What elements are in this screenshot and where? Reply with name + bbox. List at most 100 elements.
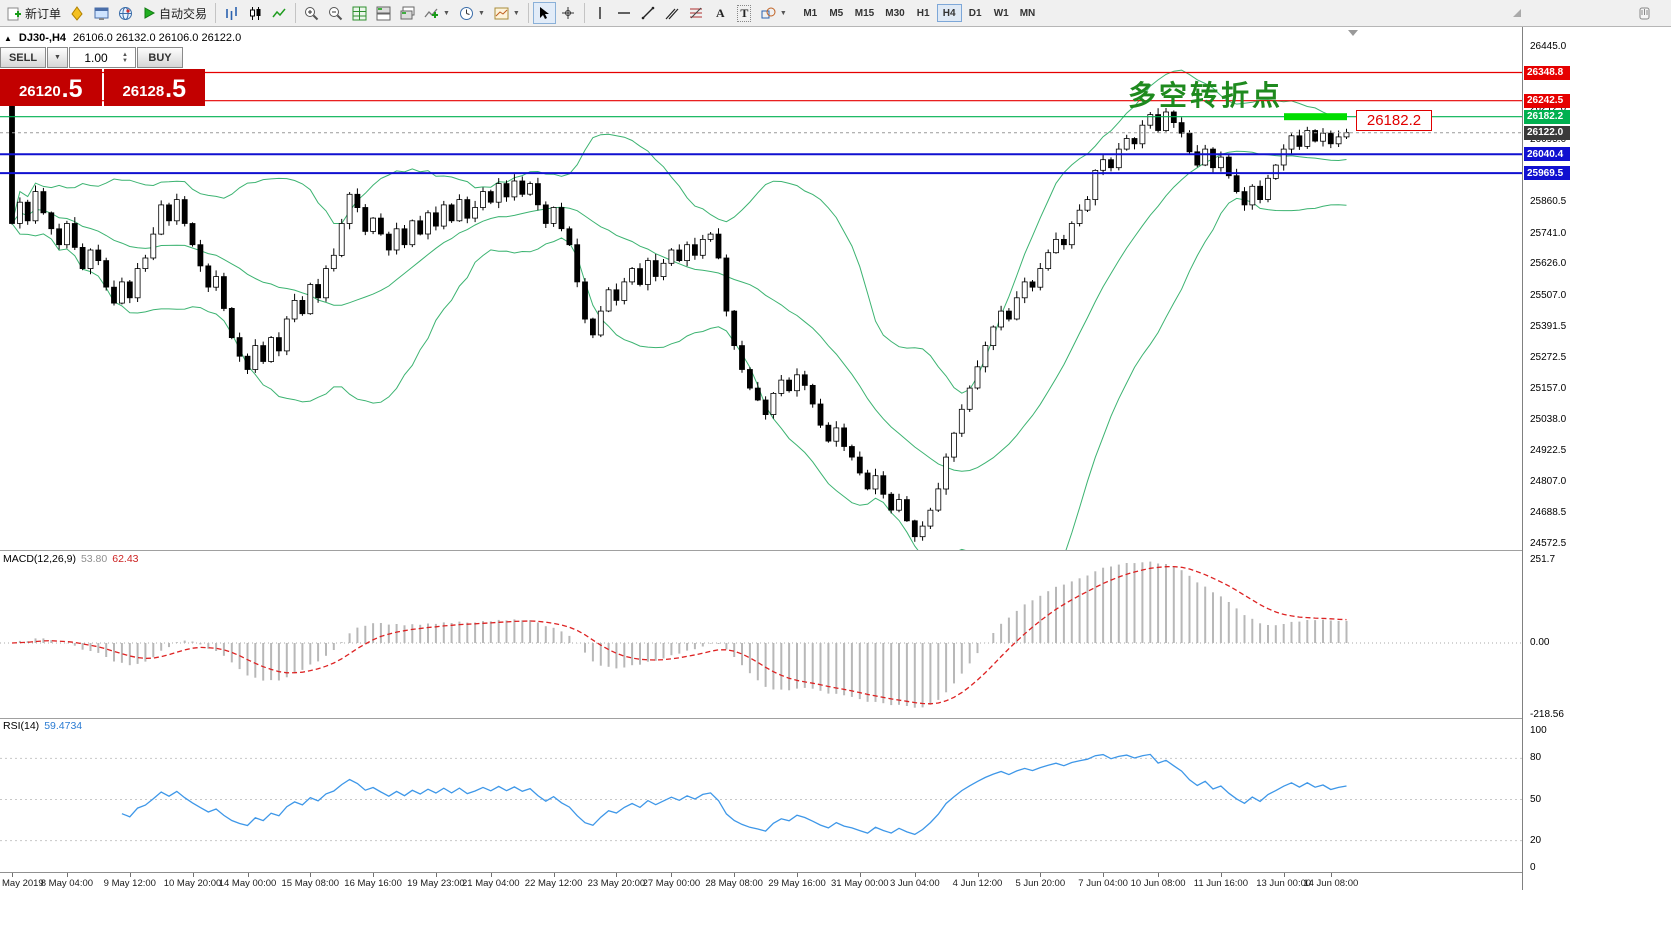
trendline-tool-button[interactable]: [637, 2, 660, 24]
cascade-windows-button[interactable]: [396, 2, 419, 24]
template-icon: [494, 7, 509, 19]
trendline-icon: [642, 6, 655, 20]
market-watch-icon: [71, 5, 83, 21]
time-axis-tick: [977, 873, 979, 877]
cascade-windows-icon: [400, 6, 415, 19]
zoom-out-button[interactable]: [324, 2, 347, 24]
time-axis-label: 9 May 12:00: [103, 878, 156, 889]
lot-stepper-down[interactable]: ▼: [122, 57, 128, 64]
price-axis[interactable]: 26445.026329.526212.026095.025977.525860…: [1522, 27, 1671, 890]
panel-separator[interactable]: [0, 718, 1671, 719]
annotation-text: 多空转折点: [1128, 79, 1284, 112]
time-axis[interactable]: May 2019 8 May 04:00 9 May 12:00 10 May 20:…: [0, 872, 1671, 892]
sell-price-panel[interactable]: 26120 .5: [0, 69, 102, 106]
new-order-label: 新订单: [25, 6, 62, 21]
tile-windows-button[interactable]: [372, 2, 395, 24]
time-axis-label: 5 Jun 20:00: [1015, 878, 1066, 889]
autotrade-button[interactable]: 自动交易: [138, 2, 211, 24]
rsi-panel-chart[interactable]: [0, 719, 1522, 872]
text-label-tool-icon: T: [737, 4, 752, 22]
timeframe-button-MN[interactable]: MN: [1015, 4, 1041, 22]
channel-icon: [665, 8, 679, 20]
horizontal-line-tool-button[interactable]: [613, 2, 636, 24]
chart-shift-marker-icon[interactable]: [1348, 30, 1358, 36]
zoom-out-icon: [329, 6, 343, 20]
time-axis-label: 14 May 00:00: [218, 878, 277, 889]
shapes-tool-button[interactable]: ▼: [757, 2, 791, 24]
candlestick-mode-button[interactable]: [244, 2, 267, 24]
new-order-button[interactable]: 新订单: [3, 2, 65, 24]
panel-separator[interactable]: [0, 550, 1671, 551]
lot-dropdown-button[interactable]: ▼: [47, 47, 68, 68]
time-axis-label: 10 May 20:00: [163, 878, 222, 889]
sell-price-frac: .5: [61, 75, 83, 103]
price-axis-tick-label: 24922.5: [1530, 445, 1567, 457]
timeframe-button-M1[interactable]: M1: [798, 4, 823, 22]
lot-input[interactable]: [70, 49, 122, 66]
buy-price-panel[interactable]: 26128 .5: [103, 69, 205, 106]
toolbar-separator: [583, 3, 585, 23]
market-watch-button[interactable]: [66, 2, 89, 24]
fibonacci-tool-button[interactable]: [685, 2, 708, 24]
timeframe-button-H4[interactable]: H4: [936, 4, 962, 22]
time-axis-tick: [859, 873, 861, 877]
periods-button[interactable]: ▼: [455, 2, 489, 24]
sell-button[interactable]: SELL: [0, 47, 46, 68]
time-axis-tick: [1040, 873, 1042, 877]
navigator-button[interactable]: [114, 2, 137, 24]
chart-shift-button[interactable]: [1506, 2, 1529, 24]
add-indicator-button[interactable]: ▼: [420, 2, 454, 24]
vertical-line-tool-button[interactable]: [589, 2, 612, 24]
symbol-info: ▲ DJ30-,H4 26106.0 26132.0 26106.0 26122…: [4, 32, 241, 44]
buy-price-frac: .5: [165, 75, 187, 103]
tile-windows-icon: [376, 6, 391, 20]
timeframe-button-M30[interactable]: M30: [880, 4, 909, 22]
chevron-down-icon: ▼: [477, 9, 485, 17]
timeframe-button-M15[interactable]: M15: [850, 4, 879, 22]
time-axis-label: 13 Jun 00:00: [1256, 878, 1312, 889]
fibonacci-icon: [690, 7, 703, 19]
line-chart-mode-button[interactable]: [268, 2, 291, 24]
price-chart[interactable]: [0, 27, 1522, 550]
channel-tool-button[interactable]: [661, 2, 684, 24]
time-axis-label: May 2019: [2, 878, 44, 889]
text-tool-button[interactable]: A: [709, 2, 732, 24]
timeframe-button-D1[interactable]: D1: [963, 4, 988, 22]
zoom-in-button[interactable]: [300, 2, 323, 24]
symbol-ohlc: 26106.0 26132.0 26106.0 26122.0: [73, 32, 242, 44]
indicator-list-button[interactable]: [348, 2, 371, 24]
bollinger-mid-band: [11, 150, 1347, 472]
time-axis-label: 7 Jun 04:00: [1078, 878, 1128, 889]
time-axis-label: 21 May 04:00: [462, 878, 520, 889]
rsi-name: RSI(14): [3, 720, 40, 732]
buy-button[interactable]: BUY: [137, 47, 183, 68]
time-axis-tick: [1283, 873, 1285, 877]
new-order-icon: [7, 7, 21, 20]
timeframe-button-H1[interactable]: H1: [911, 4, 936, 22]
data-window-button[interactable]: [90, 2, 113, 24]
crosshair-tool-button[interactable]: [557, 2, 580, 24]
cursor-tool-button[interactable]: [532, 2, 556, 24]
price-line-value-box: 26182.2: [1524, 109, 1570, 124]
zoom-in-icon: [305, 6, 319, 20]
rsi-axis-label: 80: [1530, 752, 1542, 764]
text-label-tool-button[interactable]: T: [733, 2, 756, 24]
rsi-axis-label: 100: [1530, 725, 1547, 736]
price-chart-area[interactable]: ▲ DJ30-,H4 26106.0 26132.0 26106.0 26122…: [0, 27, 1522, 550]
macd-panel-chart[interactable]: [0, 551, 1522, 719]
lot-stepper-up[interactable]: ▲: [122, 51, 128, 58]
time-axis-label: 15 May 08:00: [281, 878, 340, 889]
bar-chart-mode-button[interactable]: [220, 2, 243, 24]
horizontal-line-icon: [618, 12, 631, 14]
shapes-icon: [761, 7, 776, 18]
text-tool-icon: A: [716, 5, 725, 20]
toolbar-separator: [215, 3, 217, 23]
timeframe-button-W1[interactable]: W1: [989, 4, 1014, 22]
timeframe-button-M5[interactable]: M5: [824, 4, 849, 22]
drag-chart-button[interactable]: [1633, 2, 1656, 24]
macd-axis-label: 251.7: [1530, 553, 1556, 565]
time-axis-tick: [66, 873, 68, 877]
time-axis-tick: [435, 873, 437, 877]
templates-button[interactable]: ▼: [490, 2, 524, 24]
price-line-value-box: 26348.8: [1524, 65, 1570, 80]
